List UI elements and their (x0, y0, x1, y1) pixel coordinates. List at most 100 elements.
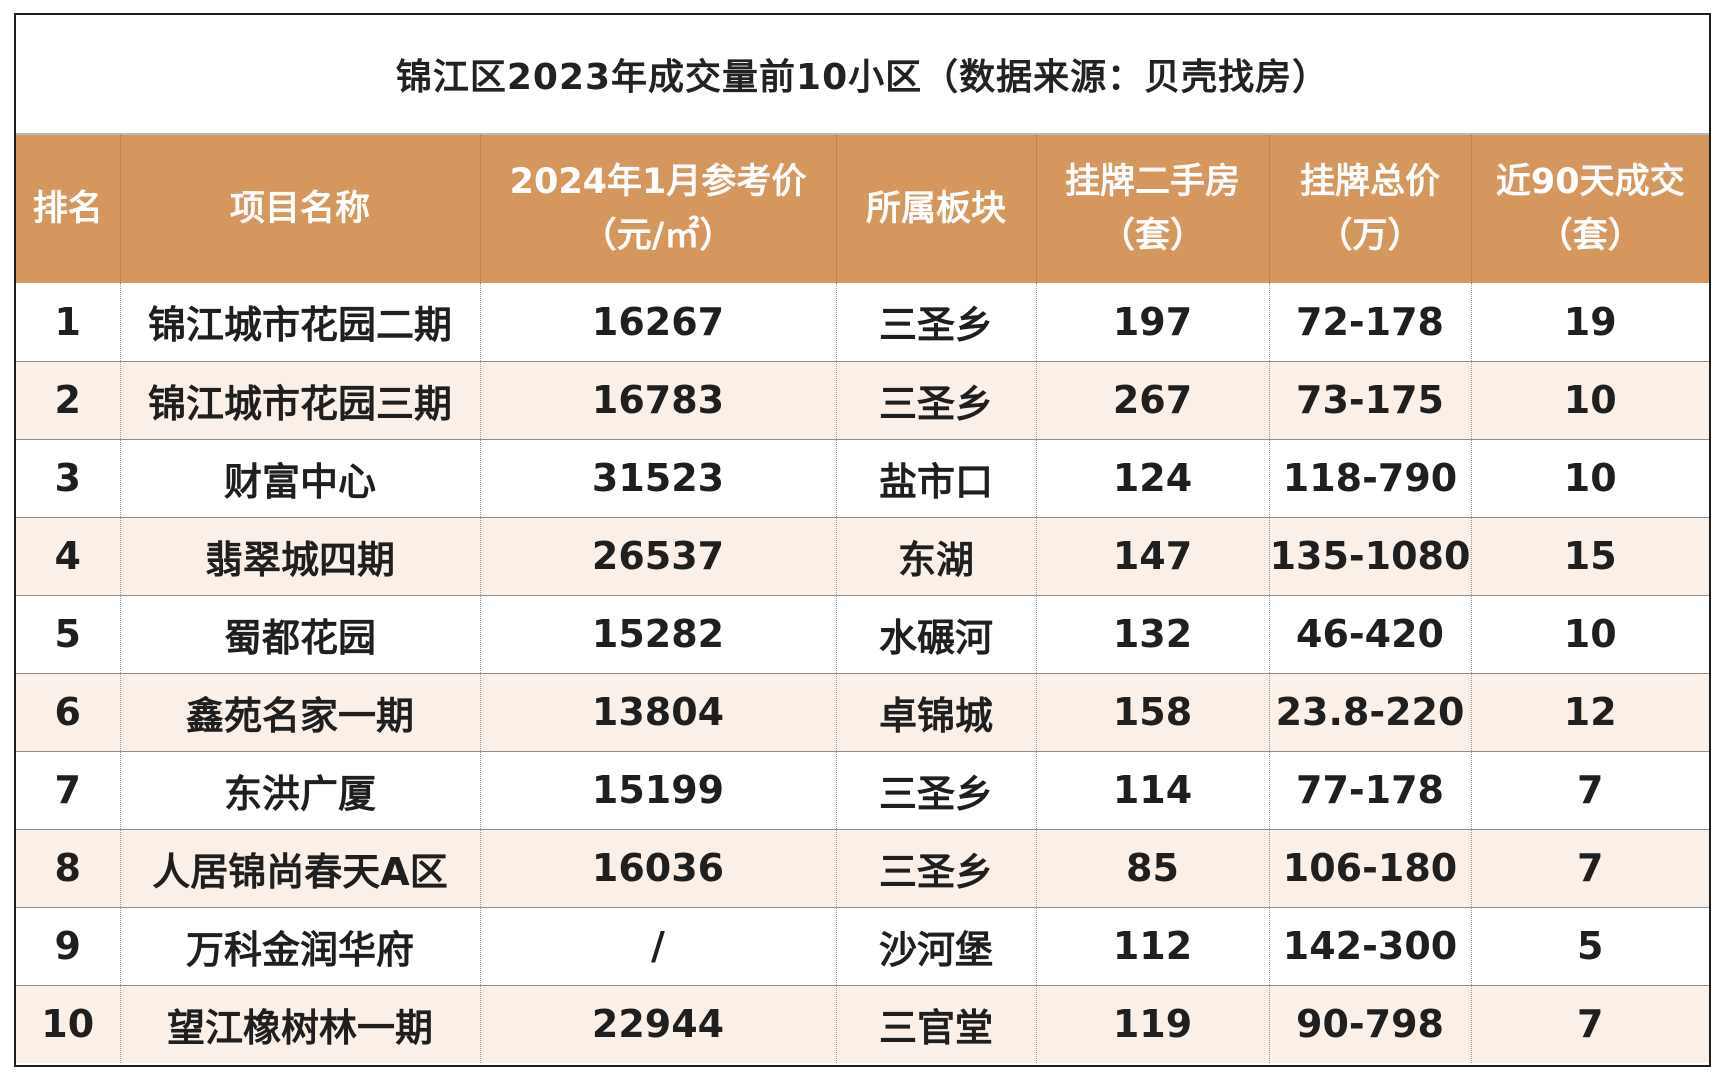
column-header-unit: （套） (1537, 216, 1643, 256)
cell-total: 118-790 (1268, 439, 1471, 517)
column-header-line: 挂牌二手房 (1064, 161, 1240, 202)
cell-total: 142-300 (1268, 907, 1471, 985)
column-header-line: 所属板块 (865, 188, 1006, 229)
cell-listed: 132 (1035, 595, 1269, 673)
table-row: 5 蜀都花园 15282 水碾河 132 46-420 10 (16, 595, 1709, 673)
cell-listed: 197 (1035, 283, 1269, 361)
cell-total: 46-420 (1268, 595, 1471, 673)
column-header-deals: 近90天成交 （套） (1470, 135, 1709, 283)
cell-area: 沙河堡 (835, 907, 1036, 985)
table-row: 1 锦江城市花园二期 16267 三圣乡 197 72-178 19 (16, 283, 1709, 361)
cell-rank: 7 (54, 768, 81, 812)
cell-total: 90-798 (1268, 985, 1471, 1063)
cell-rank: 2 (54, 378, 81, 422)
cell-total: 135-1080 (1268, 517, 1471, 595)
cell-name: 翡翠城四期 (119, 517, 480, 595)
table-row: 10 望江橡树林一期 22944 三官堂 119 90-798 7 (16, 985, 1709, 1063)
cell-price: 16783 (479, 361, 836, 439)
cell-area: 三圣乡 (835, 829, 1036, 907)
table-row: 9 万科金润华府 / 沙河堡 112 142-300 5 (16, 907, 1709, 985)
column-header-line: 项目名称 (229, 188, 370, 229)
cell-listed: 267 (1035, 361, 1269, 439)
ranking-table: 排名 项目名称 2024年1月参考价 （元/㎡） 所属板块 挂牌二手房 （套） (16, 135, 1709, 1063)
cell-deals: 15 (1470, 517, 1709, 595)
table-row: 4 翡翠城四期 26537 东湖 147 135-1080 15 (16, 517, 1709, 595)
cell-price: 16267 (479, 283, 836, 361)
cell-area: 卓锦城 (835, 673, 1036, 751)
cell-name: 万科金润华府 (119, 907, 480, 985)
cell-total: 23.8-220 (1268, 673, 1471, 751)
cell-listed: 158 (1035, 673, 1269, 751)
cell-total: 73-175 (1268, 361, 1471, 439)
cell-listed: 112 (1035, 907, 1269, 985)
column-header-unit: （套） (1099, 216, 1205, 256)
table-row: 2 锦江城市花园三期 16783 三圣乡 267 73-175 10 (16, 361, 1709, 439)
column-header-total: 挂牌总价 （万） (1268, 135, 1471, 283)
cell-deals: 10 (1470, 439, 1709, 517)
cell-deals: 10 (1470, 361, 1709, 439)
cell-price: 22944 (479, 985, 836, 1063)
column-header-price: 2024年1月参考价 （元/㎡） (479, 135, 836, 283)
column-header-line: 挂牌总价 (1299, 161, 1440, 202)
cell-price: 31523 (479, 439, 836, 517)
cell-deals: 10 (1470, 595, 1709, 673)
cell-deals: 19 (1470, 283, 1709, 361)
cell-rank: 5 (54, 612, 81, 656)
cell-area: 三圣乡 (835, 361, 1036, 439)
table-row: 8 人居锦尚春天A区 16036 三圣乡 85 106-180 7 (16, 829, 1709, 907)
column-header-line: 排名 (32, 188, 103, 229)
column-header-unit: （万） (1317, 216, 1423, 256)
cell-deals: 7 (1470, 829, 1709, 907)
table-title: 锦江区2023年成交量前10小区（数据来源：贝壳找房） (16, 15, 1709, 135)
cell-rank: 6 (54, 690, 81, 734)
cell-price: 15282 (479, 595, 836, 673)
cell-name: 望江橡树林一期 (119, 985, 480, 1063)
cell-rank: 3 (54, 456, 81, 500)
cell-name: 蜀都花园 (119, 595, 480, 673)
cell-rank: 8 (54, 846, 81, 890)
cell-area: 三圣乡 (835, 751, 1036, 829)
cell-listed: 114 (1035, 751, 1269, 829)
cell-deals: 7 (1470, 751, 1709, 829)
table-row: 7 东洪广厦 15199 三圣乡 114 77-178 7 (16, 751, 1709, 829)
cell-area: 三圣乡 (835, 283, 1036, 361)
cell-name: 鑫苑名家一期 (119, 673, 480, 751)
cell-rank: 1 (54, 299, 81, 344)
cell-deals: 12 (1470, 673, 1709, 751)
cell-rank: 10 (41, 1002, 95, 1047)
cell-name: 东洪广厦 (119, 751, 480, 829)
cell-area: 水碾河 (835, 595, 1036, 673)
cell-name: 锦江城市花园二期 (119, 283, 480, 361)
cell-listed: 147 (1035, 517, 1269, 595)
column-header-rank: 排名 (16, 135, 120, 283)
cell-price: 13804 (479, 673, 836, 751)
column-header-name: 项目名称 (119, 135, 480, 283)
column-header-listed: 挂牌二手房 （套） (1035, 135, 1269, 283)
column-header-unit: （元/㎡） (581, 216, 735, 256)
cell-deals: 7 (1470, 985, 1709, 1063)
column-header-line: 近90天成交 (1495, 161, 1685, 202)
cell-total: 72-178 (1268, 283, 1471, 361)
cell-area: 三官堂 (835, 985, 1036, 1063)
table-row: 6 鑫苑名家一期 13804 卓锦城 158 23.8-220 12 (16, 673, 1709, 751)
table-header-row: 排名 项目名称 2024年1月参考价 （元/㎡） 所属板块 挂牌二手房 （套） (16, 135, 1709, 283)
cell-deals: 5 (1470, 907, 1709, 985)
cell-name: 财富中心 (119, 439, 480, 517)
cell-listed: 124 (1035, 439, 1269, 517)
cell-price: 26537 (479, 517, 836, 595)
ranking-table-sheet: 锦江区2023年成交量前10小区（数据来源：贝壳找房） 排名 项目名称 2024… (14, 13, 1711, 1067)
cell-price: 15199 (479, 751, 836, 829)
column-header-line: 2024年1月参考价 (509, 161, 807, 202)
table-row: 3 财富中心 31523 盐市口 124 118-790 10 (16, 439, 1709, 517)
cell-area: 东湖 (835, 517, 1036, 595)
cell-total: 106-180 (1268, 829, 1471, 907)
cell-price: / (479, 907, 836, 985)
cell-rank: 9 (54, 924, 81, 968)
cell-price: 16036 (479, 829, 836, 907)
cell-listed: 119 (1035, 985, 1269, 1063)
cell-total: 77-178 (1268, 751, 1471, 829)
cell-listed: 85 (1035, 829, 1269, 907)
column-header-area: 所属板块 (835, 135, 1036, 283)
cell-name: 人居锦尚春天A区 (119, 829, 480, 907)
cell-area: 盐市口 (835, 439, 1036, 517)
